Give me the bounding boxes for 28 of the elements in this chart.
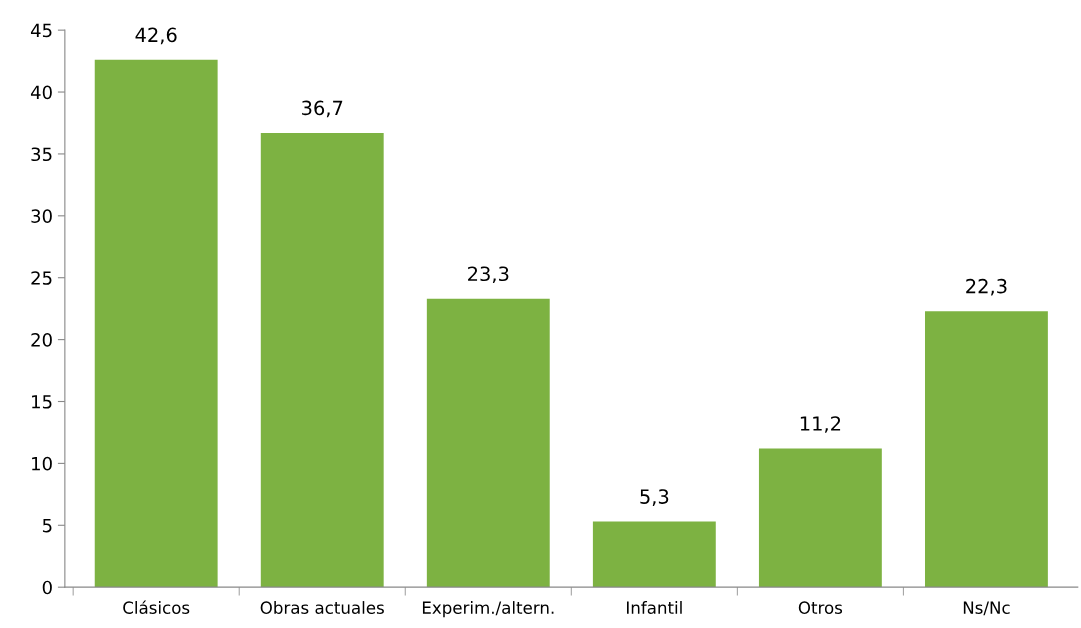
y-tick-label: 10: [32, 456, 52, 471]
y-tick-label: 15: [32, 395, 52, 409]
x-tick-label: Otros: [798, 601, 843, 614]
bar: [260, 132, 384, 588]
x-tick-label: Ns/Nc: [963, 601, 1010, 616]
data-label: 36,7: [302, 100, 343, 118]
y-tick-label: 5: [42, 518, 52, 533]
bar: [94, 59, 218, 588]
x-tick-label: Clásicos: [123, 600, 190, 614]
data-label: 11,2: [800, 416, 841, 433]
x-tick-label: Experim./altern.: [422, 601, 554, 618]
x-tick-label: Infantil: [627, 601, 682, 614]
x-tick-label: Obras actuales: [260, 601, 384, 614]
data-label: 23,3: [468, 266, 509, 284]
bar: [758, 448, 882, 588]
y-tick-label: 35: [31, 147, 52, 162]
y-tick-label: 20: [31, 333, 52, 347]
bar: [592, 521, 716, 588]
data-label: 5,3: [640, 489, 669, 506]
y-tick-label: 30: [31, 209, 52, 223]
bar: [426, 298, 550, 588]
y-tick-label: 25: [31, 271, 52, 285]
y-tick-label: 45: [30, 23, 52, 38]
bar: [924, 311, 1048, 588]
data-label: 42,6: [135, 27, 177, 45]
y-tick-label: 0: [42, 580, 52, 595]
data-label: 22,3: [966, 278, 1007, 296]
y-tick-label: 40: [30, 85, 52, 100]
